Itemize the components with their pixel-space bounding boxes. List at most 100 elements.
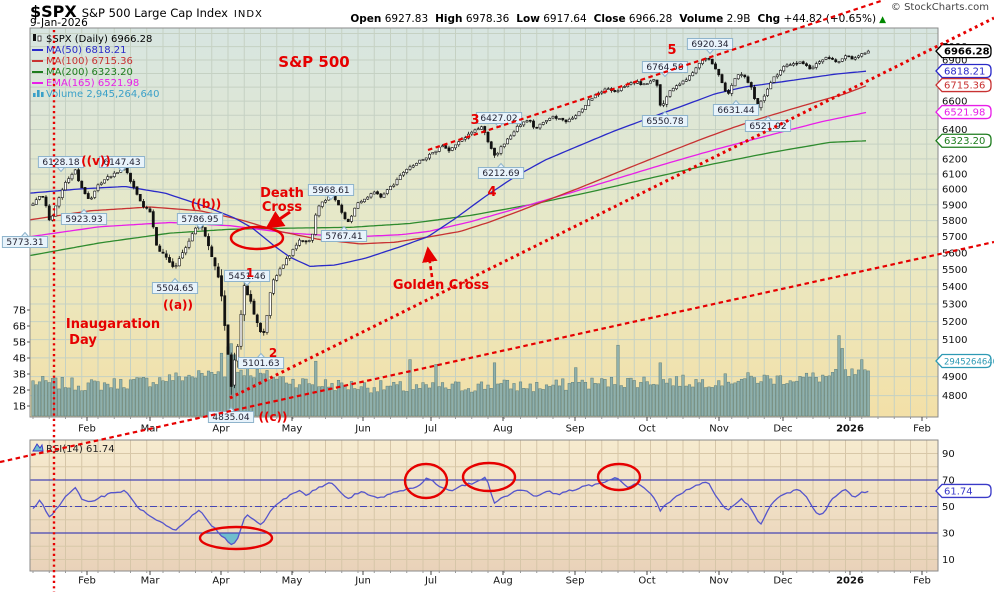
svg-text:70: 70	[942, 476, 955, 487]
svg-text:Feb: Feb	[913, 424, 931, 435]
price-flag-6147.43: 6147.43	[98, 156, 146, 173]
golden-cross-arrow	[422, 246, 438, 285]
wave-1: 1	[246, 266, 254, 280]
price-flag-5504.65: 5504.65	[151, 277, 199, 294]
svg-text:6966.28: 6966.28	[944, 47, 990, 58]
price-flag-6631.44: 6631.44	[712, 99, 760, 116]
upper-channel-line	[427, 0, 885, 152]
price-flag-5968.61: 5968.61	[307, 184, 355, 201]
svg-text:Feb: Feb	[78, 424, 96, 435]
svg-text:$SPX (Daily) 6966.28: $SPX (Daily) 6966.28	[46, 34, 152, 45]
svg-text:6600: 6600	[942, 97, 967, 108]
price-flag-6550.78: 6550.78	[641, 110, 689, 127]
svg-text:May: May	[282, 576, 303, 587]
svg-text:6000: 6000	[942, 185, 967, 196]
ema165-line	[30, 111, 867, 238]
svg-text:Oct: Oct	[638, 576, 655, 587]
ma100-badge: 6715.36	[935, 77, 992, 93]
svg-text:Volume 2,945,264,640: Volume 2,945,264,640	[46, 89, 160, 100]
svg-text:Feb: Feb	[913, 576, 931, 587]
svg-text:6521.92: 6521.92	[749, 122, 786, 132]
svg-text:RSI(14) 61.74: RSI(14) 61.74	[46, 444, 115, 455]
svg-text:May: May	[282, 424, 303, 435]
golden-cross-label: Golden Cross	[393, 278, 490, 293]
death-cross-label-1: Death	[260, 186, 304, 201]
svg-text:Aug: Aug	[493, 424, 513, 435]
rsi-line	[32, 476, 869, 546]
price-flag-5101.63: 5101.63	[237, 352, 285, 369]
svg-text:7B: 7B	[13, 306, 26, 317]
ma100-line	[30, 85, 867, 245]
quote-value-low: 6917.64	[539, 13, 587, 25]
price-flag-6212.69: 6212.69	[477, 162, 525, 179]
rsi-plot	[30, 476, 938, 546]
svg-text:Nov: Nov	[709, 576, 729, 587]
svg-text:5504.65: 5504.65	[156, 284, 193, 294]
svg-text:5400: 5400	[942, 282, 967, 293]
svg-text:Feb: Feb	[78, 576, 96, 587]
ma50-line	[30, 70, 867, 268]
last-price-badge: 6966.28	[935, 43, 992, 59]
svg-text:61.74: 61.74	[944, 486, 973, 497]
svg-text:4900: 4900	[942, 372, 967, 383]
quote-label-high: High	[435, 13, 463, 25]
svg-text:Jun: Jun	[354, 424, 371, 435]
svg-text:5773.31: 5773.31	[6, 238, 43, 248]
svg-text:Mar: Mar	[141, 576, 161, 587]
ema165-badge: 6521.98	[935, 104, 992, 120]
price-panel-border	[29, 27, 939, 418]
death-cross-label-2: Cross	[262, 200, 303, 215]
long-support-line	[0, 240, 994, 464]
ma50-badge: 6818.21	[935, 63, 992, 79]
svg-text:5900: 5900	[942, 200, 967, 211]
svg-text:Sep: Sep	[566, 424, 585, 435]
quote-value-volume: 2.9B	[723, 13, 751, 25]
death-cross-arrow	[265, 210, 291, 229]
svg-text:6920.34: 6920.34	[691, 40, 728, 50]
volume-bars	[31, 335, 870, 417]
chart-date: 9-Jan-2026	[30, 17, 88, 29]
quote-label-volume: Volume	[679, 13, 724, 25]
change-up-icon: ▲	[879, 15, 886, 25]
price-flag-5923.93: 5923.93	[60, 208, 108, 225]
svg-text:5700: 5700	[942, 232, 967, 243]
svg-text:Aug: Aug	[493, 576, 513, 587]
svg-text:30: 30	[942, 529, 955, 540]
ma200-line	[30, 140, 867, 257]
svg-text:2B: 2B	[13, 386, 26, 397]
svg-text:6900: 6900	[942, 55, 967, 66]
svg-text:Jul: Jul	[424, 576, 437, 587]
price-flag-5451.46: 5451.46	[223, 270, 271, 287]
svg-text:2026: 2026	[836, 424, 864, 435]
copyright-label: © StockCharts.com	[890, 2, 989, 13]
svg-text:6764.58: 6764.58	[646, 63, 683, 73]
svg-text:2945264640: 2945264640	[944, 358, 994, 368]
price-flag-6128.18: 6128.18	[37, 156, 85, 173]
quote-value-open: 6927.83	[381, 13, 429, 25]
sp500-label: S&P 500	[278, 53, 349, 71]
svg-text:5968.61: 5968.61	[312, 186, 349, 196]
quote-label-close: Close	[593, 13, 626, 25]
svg-text:6100: 6100	[942, 169, 967, 180]
wave-5: 5	[667, 43, 676, 58]
quote-label-low: Low	[516, 13, 540, 25]
svg-text:1B: 1B	[13, 402, 26, 413]
price-flag-6920.34: 6920.34	[686, 38, 734, 55]
svg-text:4835.04: 4835.04	[212, 413, 249, 423]
svg-text:5B: 5B	[13, 338, 26, 349]
svg-text:6521.98: 6521.98	[944, 108, 985, 119]
svg-text:Apr: Apr	[212, 424, 230, 435]
svg-text:5100: 5100	[942, 335, 967, 346]
svg-text:5786.95: 5786.95	[181, 215, 218, 225]
svg-text:6715.36: 6715.36	[944, 81, 985, 92]
rsi-overbought-circle-3	[596, 462, 642, 492]
svg-text:Apr: Apr	[212, 576, 230, 587]
wave-c: ((c))	[258, 410, 287, 424]
rsi-oversold-circle	[198, 525, 274, 551]
svg-text:5101.63: 5101.63	[242, 359, 279, 369]
svg-text:4800: 4800	[942, 391, 967, 402]
candles	[31, 49, 870, 395]
